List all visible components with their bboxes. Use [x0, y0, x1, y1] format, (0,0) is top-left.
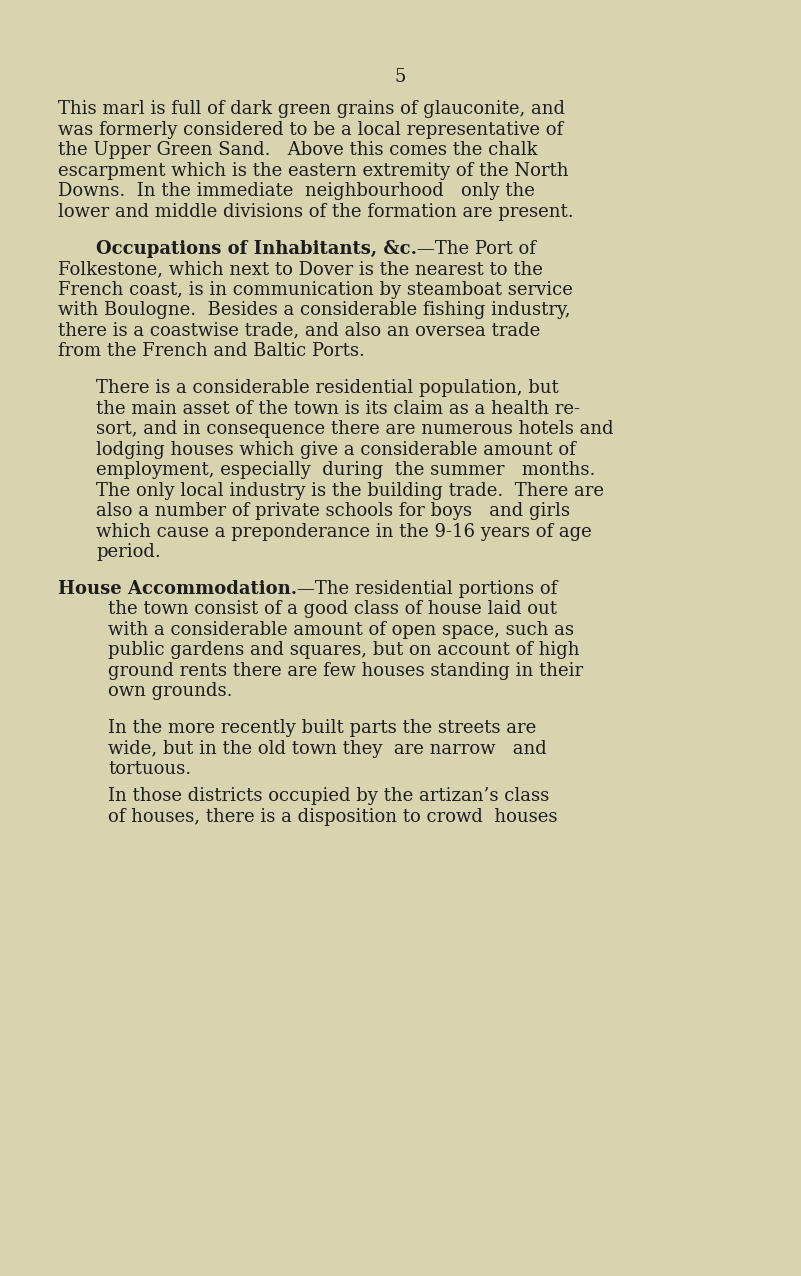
Text: with a considerable amount of open space, such as: with a considerable amount of open space…	[108, 621, 574, 639]
Text: sort, and in consequence there are numerous hotels and: sort, and in consequence there are numer…	[96, 420, 614, 438]
Text: Occupations of Inhabitants, &c.: Occupations of Inhabitants, &c.	[96, 240, 417, 258]
Text: employment, especially  during  the summer   months.: employment, especially during the summer…	[96, 461, 595, 478]
Text: In those districts occupied by the artizan’s class: In those districts occupied by the artiz…	[108, 787, 549, 805]
Text: also a number of private schools for boys   and girls: also a number of private schools for boy…	[96, 501, 570, 521]
Text: —The Port of: —The Port of	[417, 240, 536, 258]
Text: lodging houses which give a considerable amount of: lodging houses which give a considerable…	[96, 440, 576, 458]
Text: tortuous.: tortuous.	[108, 760, 191, 778]
Text: the main asset of the town is its claim as a health re-: the main asset of the town is its claim …	[96, 399, 580, 417]
Text: ground rents there are few houses standing in their: ground rents there are few houses standi…	[108, 662, 583, 680]
Text: lower and middle divisions of the formation are present.: lower and middle divisions of the format…	[58, 203, 574, 221]
Text: Folkestone, which next to Dover is the nearest to the: Folkestone, which next to Dover is the n…	[58, 260, 543, 278]
Text: was formerly considered to be a local representative of: was formerly considered to be a local re…	[58, 121, 563, 139]
Text: There is a considerable residential population, but: There is a considerable residential popu…	[96, 379, 559, 397]
Text: the town consist of a good class of house laid out: the town consist of a good class of hous…	[108, 601, 557, 619]
Text: period.: period.	[96, 544, 161, 561]
Text: of houses, there is a disposition to crowd  houses: of houses, there is a disposition to cro…	[108, 808, 557, 826]
Text: In the more recently built parts the streets are: In the more recently built parts the str…	[108, 720, 536, 738]
Text: This marl is full of dark green grains of glauconite, and: This marl is full of dark green grains o…	[58, 101, 565, 119]
Text: 5: 5	[395, 68, 406, 85]
Text: from the French and Baltic Ports.: from the French and Baltic Ports.	[58, 342, 365, 360]
Text: The only local industry is the building trade.  There are: The only local industry is the building …	[96, 481, 604, 499]
Text: wide, but in the old town they  are narrow   and: wide, but in the old town they are narro…	[108, 740, 547, 758]
Text: —The residential portions of: —The residential portions of	[297, 581, 557, 598]
Text: with Boulogne.  Besides a considerable fishing industry,: with Boulogne. Besides a considerable fi…	[58, 301, 570, 319]
Text: which cause a preponderance in the 9-16 years of age: which cause a preponderance in the 9-16 …	[96, 523, 592, 541]
Text: escarpment which is the eastern extremity of the North: escarpment which is the eastern extremit…	[58, 162, 569, 180]
Text: Downs.  In the immediate  neighbourhood   only the: Downs. In the immediate neighbourhood on…	[58, 182, 535, 200]
Text: House Accommodation.: House Accommodation.	[58, 581, 297, 598]
Text: public gardens and squares, but on account of high: public gardens and squares, but on accou…	[108, 642, 579, 660]
Text: own grounds.: own grounds.	[108, 683, 232, 701]
Text: French coast, is in communication by steamboat service: French coast, is in communication by ste…	[58, 281, 573, 299]
Text: the Upper Green Sand.   Above this comes the chalk: the Upper Green Sand. Above this comes t…	[58, 142, 537, 160]
Text: there is a coastwise trade, and also an oversea trade: there is a coastwise trade, and also an …	[58, 322, 540, 339]
